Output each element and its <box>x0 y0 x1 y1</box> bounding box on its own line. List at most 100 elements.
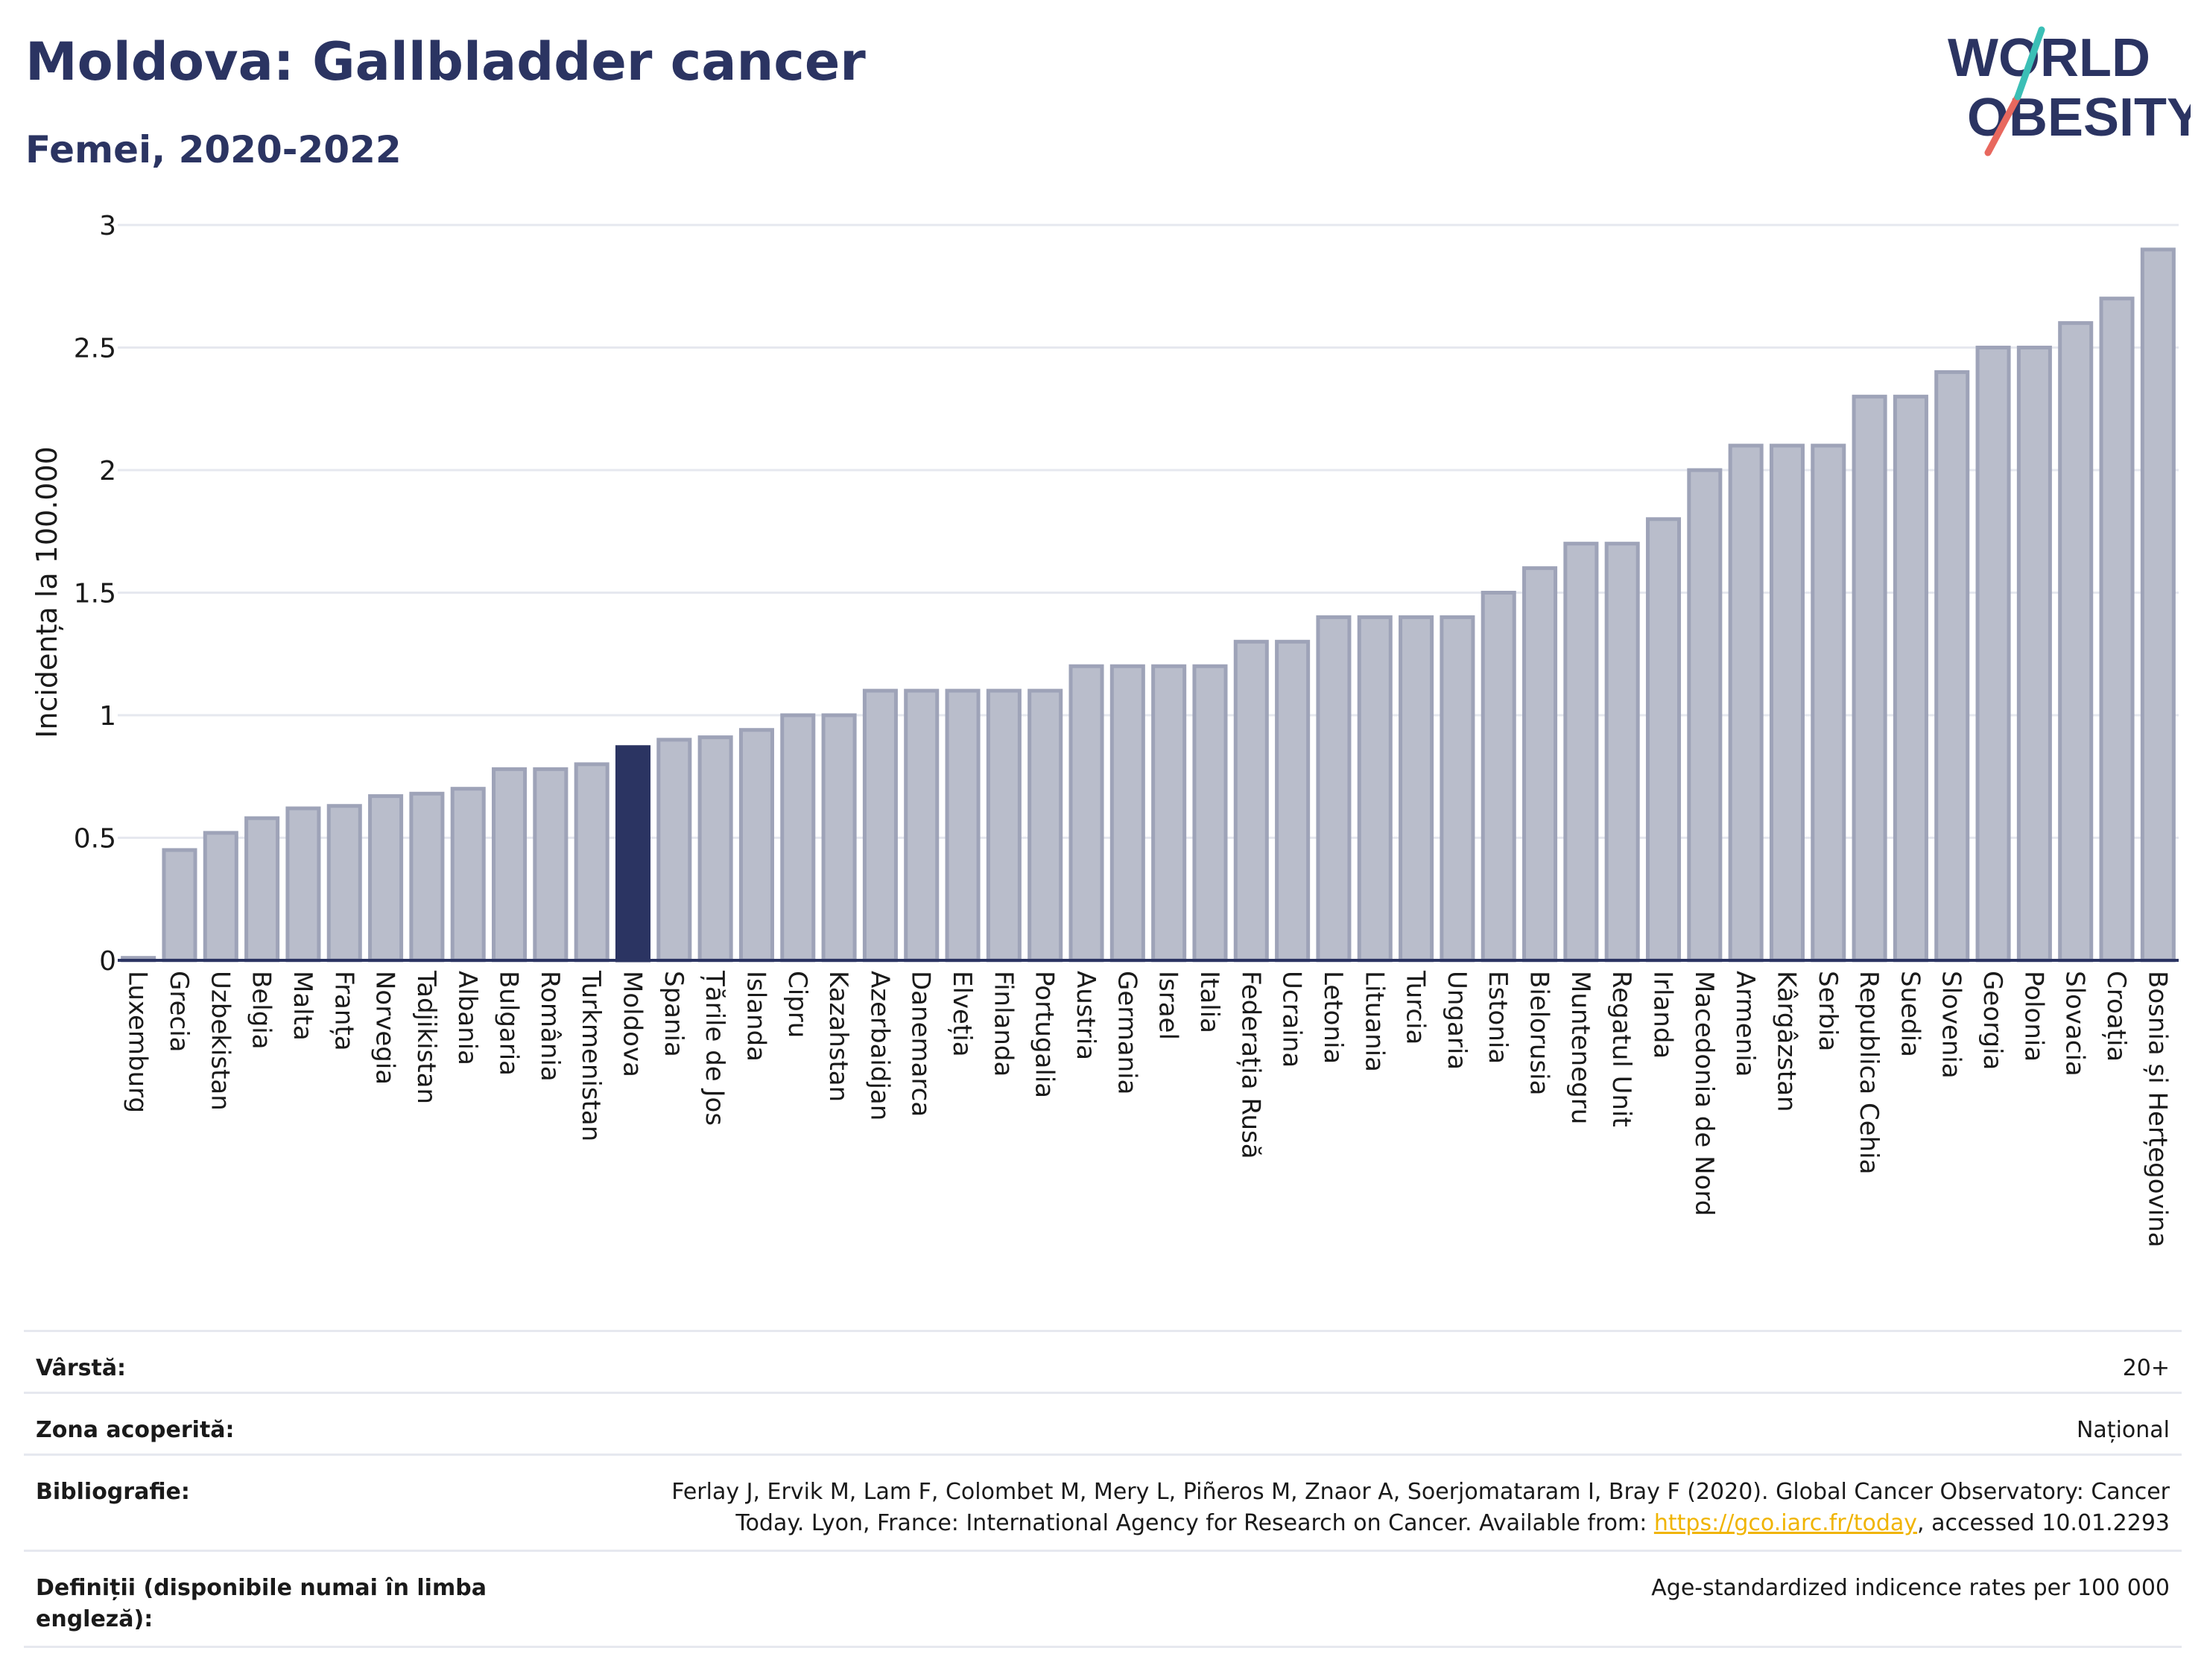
x-tick-label: Cipru <box>782 971 812 1038</box>
bar-danemarca[interactable] <box>904 688 940 963</box>
bar-uzbekistan[interactable] <box>203 831 238 963</box>
svg-text:OBESITY: OBESITY <box>1967 88 2191 148</box>
x-tick-label: Luxemburg <box>123 971 153 1113</box>
bar-kazahstan[interactable] <box>821 713 857 963</box>
x-tick-label: Azerbaidjan <box>864 971 894 1120</box>
bar-polonia[interactable] <box>2016 346 2052 963</box>
meta-row-definitions: Definiții (disponibile numai în limba en… <box>24 1550 2182 1648</box>
y-tick-label: 1.5 <box>74 579 116 609</box>
x-tick-label: Estonia <box>1483 971 1513 1064</box>
x-tick-label: Ungaria <box>1442 971 1472 1070</box>
bar-albania[interactable] <box>450 787 486 963</box>
bar-turkmenistan[interactable] <box>574 762 609 963</box>
y-tick-label: 2.5 <box>74 334 116 364</box>
x-tick-label: Franța <box>329 971 358 1051</box>
y-tick-label: 1 <box>99 701 116 732</box>
x-tick-label: Republica Cehia <box>1854 971 1884 1174</box>
x-tick-label: Polonia <box>2018 971 2048 1062</box>
bibliography-text-1: Ferlay J, Ervik M, Lam F, Colombet M, Me… <box>671 1479 2170 1505</box>
bibliography-text-2: Today. Lyon, France: International Agenc… <box>735 1510 1654 1536</box>
x-tick-label: Bosnia și Herțegovina <box>2142 971 2172 1248</box>
bar-bielorusia[interactable] <box>1522 566 1558 963</box>
bar-regatul-unit[interactable] <box>1604 542 1640 963</box>
x-tick-label: Muntenegru <box>1565 971 1595 1124</box>
x-tick-label: Croația <box>2101 971 2131 1062</box>
page-subtitle: Femei, 2020-2022 <box>25 128 402 171</box>
bar-irlanda[interactable] <box>1645 517 1682 963</box>
bar-germania[interactable] <box>1109 664 1145 963</box>
bar-muntenegru[interactable] <box>1563 542 1599 963</box>
bar-serbia[interactable] <box>1811 443 1846 963</box>
bar-israel[interactable] <box>1151 664 1187 963</box>
bar-cipru[interactable] <box>780 713 816 963</box>
bar-letonia[interactable] <box>1316 615 1352 963</box>
world-obesity-logo: WORLD OBESITY <box>1948 26 2191 156</box>
bar-malta[interactable] <box>285 806 321 963</box>
x-tick-label: Norvegia <box>370 971 400 1085</box>
bar-belgia[interactable] <box>244 816 280 963</box>
bar-tadjikistan[interactable] <box>409 791 445 963</box>
x-tick-label: Lituania <box>1359 971 1389 1072</box>
bar-austria[interactable] <box>1068 664 1104 963</box>
bar-turcia[interactable] <box>1399 615 1434 963</box>
y-tick-label: 2 <box>99 456 116 486</box>
bars <box>118 247 2179 963</box>
bar-suedia[interactable] <box>1893 394 1928 963</box>
bar-grecia[interactable] <box>162 848 197 963</box>
x-tick-label: Turkmenistan <box>576 970 606 1141</box>
page-title: Moldova: Gallbladder cancer <box>25 31 866 92</box>
bar-norvegia[interactable] <box>368 794 404 963</box>
y-axis-ticks: 0 0.5 1 1.5 2 2.5 3 <box>74 211 116 977</box>
bibliography-link[interactable]: https://gco.iarc.fr/today <box>1653 1510 1918 1536</box>
metadata-table: Vârstă: 20+ Zona acoperită: Național Bib… <box>24 1330 2182 1648</box>
bar-lituania[interactable] <box>1357 615 1393 963</box>
bar-franța[interactable] <box>326 804 362 963</box>
svg-text:WORLD: WORLD <box>1948 28 2150 88</box>
bar-bosnia-și-herțegovina[interactable] <box>2140 247 2176 963</box>
coverage-value: Național <box>2076 1417 2170 1443</box>
bar-țările-de-jos[interactable] <box>697 735 733 963</box>
x-tick-label: Ucraina <box>1277 971 1307 1068</box>
x-tick-label: Georgia <box>1977 971 2007 1070</box>
x-tick-label: Spania <box>659 971 688 1057</box>
bibliography-value: Ferlay J, Ervik M, Lam F, Colombet M, Me… <box>531 1477 2170 1539</box>
x-tick-label: Albania <box>452 971 482 1065</box>
y-tick-label: 0 <box>99 946 116 977</box>
bar-finlanda[interactable] <box>986 688 1022 963</box>
bar-moldova[interactable] <box>615 745 651 963</box>
x-tick-label: Belgia <box>247 971 276 1050</box>
x-axis-ticks: Luxemburg Grecia Uzbekistan Belgia Malta Fran… <box>123 970 2173 1248</box>
meta-row-age: Vârstă: 20+ <box>24 1330 2182 1392</box>
bar-ungaria[interactable] <box>1440 615 1475 963</box>
x-tick-label: Serbia <box>1813 971 1843 1051</box>
x-tick-label: Israel <box>1153 971 1183 1040</box>
bar-ucraina[interactable] <box>1275 639 1311 963</box>
bar-portugalia[interactable] <box>1027 688 1063 963</box>
age-value: 20+ <box>2122 1355 2170 1381</box>
bar-macedonia-de-nord[interactable] <box>1687 468 1723 963</box>
bar-georgia[interactable] <box>1975 346 2011 963</box>
meta-row-coverage: Zona acoperită: Național <box>24 1392 2182 1454</box>
x-tick-label: Malta <box>288 971 317 1041</box>
bar-italia[interactable] <box>1192 664 1228 963</box>
bar-spania[interactable] <box>656 738 692 963</box>
x-tick-label: Bulgaria <box>494 971 524 1076</box>
bar-kârgâzstan[interactable] <box>1769 443 1805 963</box>
bar-elveția[interactable] <box>945 688 981 963</box>
bar-bulgaria[interactable] <box>492 767 528 963</box>
bar-slovacia[interactable] <box>2058 321 2094 963</box>
bar-islanda[interactable] <box>738 728 774 963</box>
bar-republica-cehia[interactable] <box>1852 394 1887 963</box>
x-tick-label: România <box>535 971 565 1082</box>
x-tick-label: Suedia <box>1895 971 1925 1057</box>
x-tick-label: Danemarca <box>906 971 936 1117</box>
bar-croația[interactable] <box>2099 297 2135 963</box>
x-tick-label: Armenia <box>1730 971 1760 1077</box>
bar-federația-rusă[interactable] <box>1233 639 1269 963</box>
bar-estonia[interactable] <box>1481 591 1516 963</box>
bar-armenia[interactable] <box>1728 443 1764 963</box>
bar-azerbaidjan[interactable] <box>862 688 898 963</box>
x-tick-label: Regatul Unit <box>1606 971 1636 1127</box>
bar-slovenia[interactable] <box>1934 370 1970 963</box>
bar-românia[interactable] <box>533 767 569 963</box>
